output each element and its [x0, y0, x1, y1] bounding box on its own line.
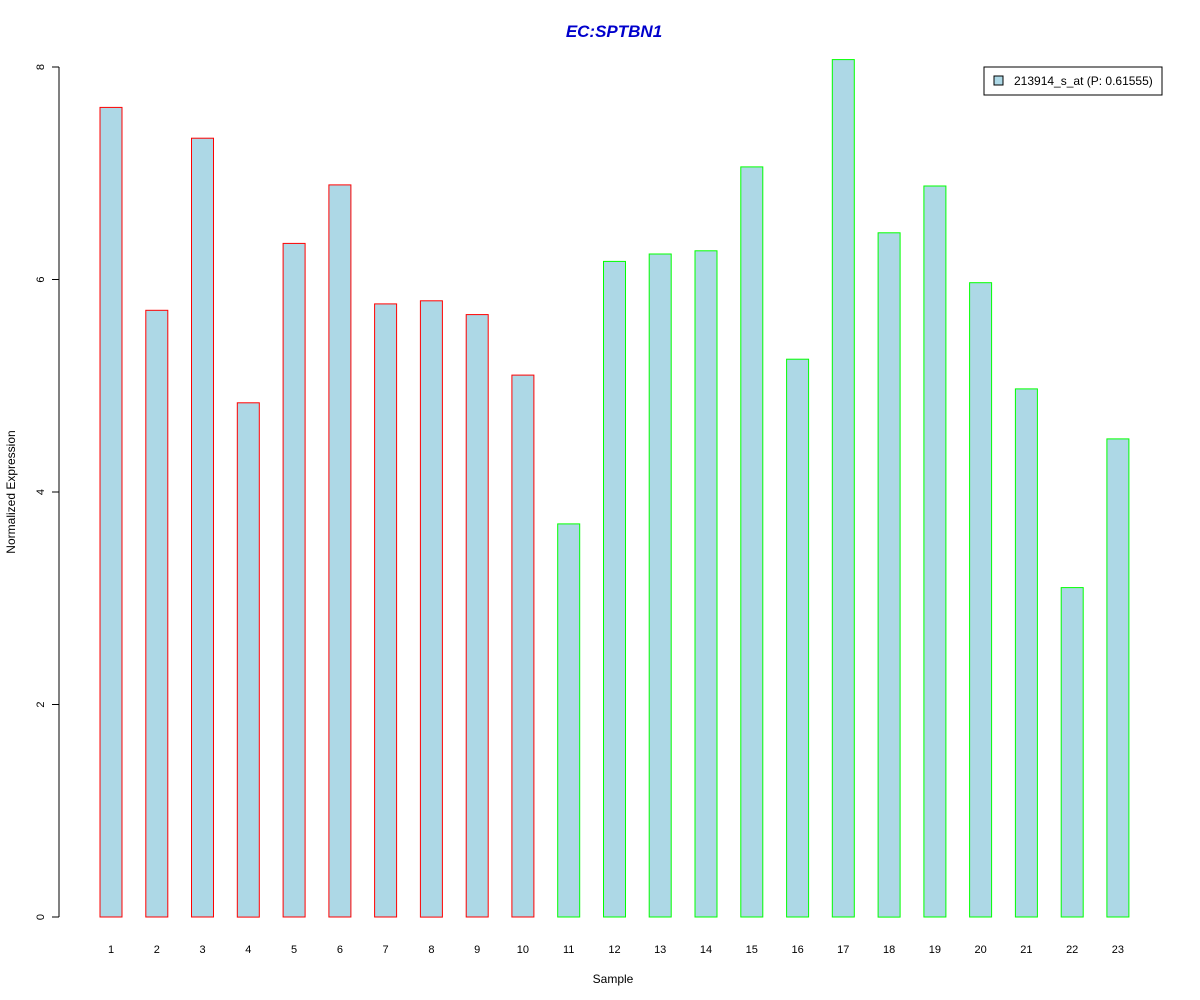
- bar-sample-16: [786, 358, 810, 918]
- x-tick-label: 15: [746, 944, 758, 956]
- legend: 213914_s_at (P: 0.61555): [983, 66, 1163, 96]
- bar-sample-7: [374, 303, 398, 918]
- x-tick-label: 21: [1020, 944, 1032, 956]
- x-axis-tick-labels: 1 2 3 4 5 6 7 8 9 10 11 12 13 14 15 16 17 18 19 20 21 22 23: [108, 944, 1124, 956]
- x-tick-label: 14: [700, 944, 712, 956]
- bar-sample-10: [511, 374, 535, 918]
- y-axis-label: Normalized Expression: [4, 430, 18, 553]
- bar-sample-22: [1060, 587, 1084, 918]
- bar-sample-2: [145, 309, 169, 918]
- x-tick-label: 16: [791, 944, 803, 956]
- x-tick-label: 19: [929, 944, 941, 956]
- bar-sample-9: [465, 314, 489, 918]
- bar-sample-19: [923, 185, 947, 918]
- bar-sample-12: [603, 260, 626, 918]
- bar-sample-11: [557, 523, 581, 918]
- y-tick-label: 2: [35, 701, 47, 707]
- legend-swatch: [993, 75, 1004, 86]
- x-tick-label: 2: [154, 944, 160, 956]
- x-tick-label: 5: [291, 944, 297, 956]
- bar-sample-18: [877, 232, 901, 918]
- x-tick-label: 7: [383, 944, 389, 956]
- x-tick-label: 1: [108, 944, 114, 956]
- y-axis: 0 2 4 6 8: [35, 64, 60, 920]
- chart-title: EC:SPTBN1: [566, 22, 662, 41]
- bar-sample-5: [282, 242, 306, 918]
- bar-sample-8: [419, 300, 443, 918]
- x-tick-label: 10: [517, 944, 529, 956]
- x-tick-label: 22: [1066, 944, 1078, 956]
- y-tick-label: 8: [35, 64, 47, 70]
- x-tick-label: 20: [974, 944, 986, 956]
- x-tick-label: 23: [1112, 944, 1124, 956]
- x-tick-label: 17: [837, 944, 849, 956]
- x-tick-label: 18: [883, 944, 895, 956]
- bar-sample-3: [191, 137, 214, 918]
- x-tick-label: 3: [199, 944, 205, 956]
- bar-sample-20: [969, 282, 993, 918]
- bar-sample-6: [328, 184, 352, 918]
- x-tick-label: 12: [608, 944, 620, 956]
- x-tick-label: 4: [245, 944, 251, 956]
- bar-sample-13: [648, 253, 672, 918]
- x-tick-label: 6: [337, 944, 343, 956]
- x-tick-label: 13: [654, 944, 666, 956]
- x-tick-label: 9: [474, 944, 480, 956]
- y-tick-label: 0: [35, 914, 47, 920]
- legend-box: [983, 66, 1163, 96]
- bar-sample-4: [236, 402, 260, 918]
- bar-sample-15: [740, 166, 764, 918]
- x-axis-label: Sample: [593, 972, 634, 986]
- bar-sample-14: [694, 250, 718, 918]
- x-tick-label: 11: [563, 944, 574, 956]
- bar-sample-1: [99, 106, 123, 918]
- y-tick-label: 6: [35, 276, 47, 282]
- bars: [99, 59, 1130, 918]
- y-tick-label: 4: [35, 489, 47, 495]
- bar-sample-17: [831, 59, 855, 918]
- bar-sample-21: [1014, 388, 1038, 918]
- x-tick-label: 8: [428, 944, 434, 956]
- legend-label: 213914_s_at (P: 0.61555): [1014, 74, 1153, 88]
- bar-sample-23: [1106, 438, 1130, 918]
